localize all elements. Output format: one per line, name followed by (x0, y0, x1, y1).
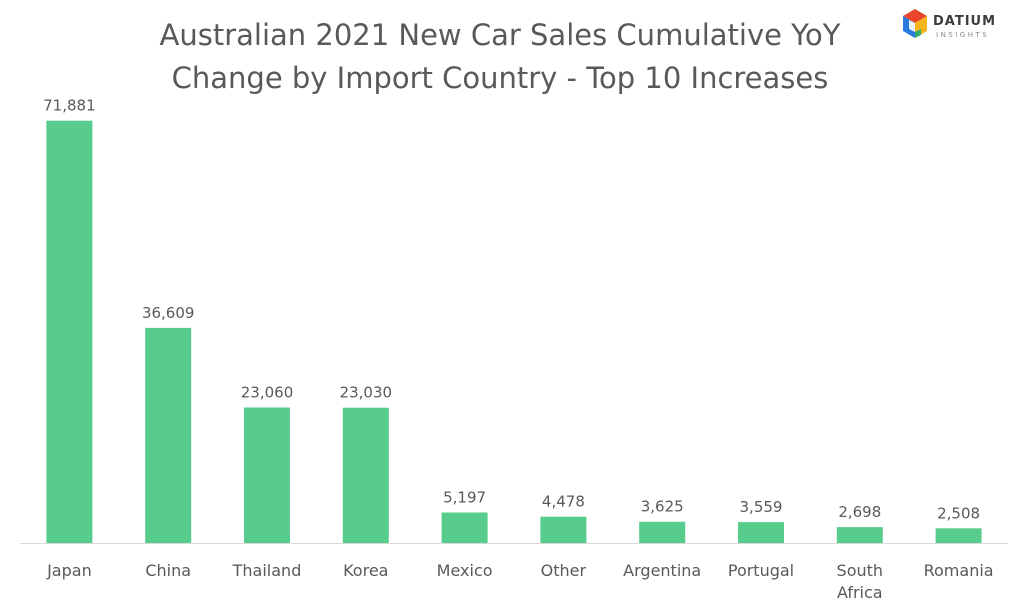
chart-title-line-1: Australian 2021 New Car Sales Cumulative… (159, 18, 841, 52)
chart-title-line-2: Change by Import Country - Top 10 Increa… (171, 61, 829, 95)
value-label: 3,559 (740, 498, 783, 516)
value-label: 36,609 (142, 304, 195, 322)
category-label: Africa (837, 583, 883, 602)
value-label: 2,508 (937, 504, 980, 522)
category-label: South (837, 561, 884, 580)
bar-argentina (639, 521, 686, 543)
value-label: 2,698 (838, 503, 881, 521)
category-label: Korea (343, 561, 388, 580)
datium-logo: DATIUM INSIGHTS (900, 8, 1020, 48)
category-label: Romania (924, 561, 994, 580)
category-label: China (145, 561, 191, 580)
category-label: Other (541, 561, 587, 580)
category-label: Argentina (623, 561, 701, 580)
value-labels-group: 71,881 36,609 23,060 23,030 5,197 4,478 3,625 3… (43, 97, 980, 523)
chart-title: Australian 2021 New Car Sales Cumulative… (120, 14, 880, 100)
value-label: 4,478 (542, 493, 585, 511)
bar-korea (342, 407, 389, 543)
bar-thailand (244, 407, 290, 543)
logo-name: DATIUM (933, 14, 997, 29)
value-label: 3,625 (641, 498, 684, 516)
category-labels-group: Japan China Thailand Korea Mexico Other Argent… (46, 561, 993, 602)
bar-portugal (738, 522, 784, 543)
value-label: 71,881 (43, 97, 96, 115)
value-label: 5,197 (443, 489, 486, 507)
category-label: Portugal (728, 561, 794, 580)
value-label: 23,060 (241, 384, 294, 402)
logo-subtitle: INSIGHTS (936, 31, 990, 39)
bar-japan (46, 120, 93, 543)
category-label: Thailand (232, 561, 302, 580)
datium-logo-icon (903, 9, 927, 38)
bar-romania (935, 528, 982, 543)
value-label: 23,030 (340, 384, 393, 402)
category-label: Mexico (437, 561, 493, 580)
bar-china (145, 327, 192, 543)
bar-other (540, 516, 587, 543)
bar-south-africa (836, 527, 883, 543)
category-label: Japan (46, 561, 92, 580)
bars-group (46, 120, 982, 543)
bar-mexico (441, 512, 488, 543)
